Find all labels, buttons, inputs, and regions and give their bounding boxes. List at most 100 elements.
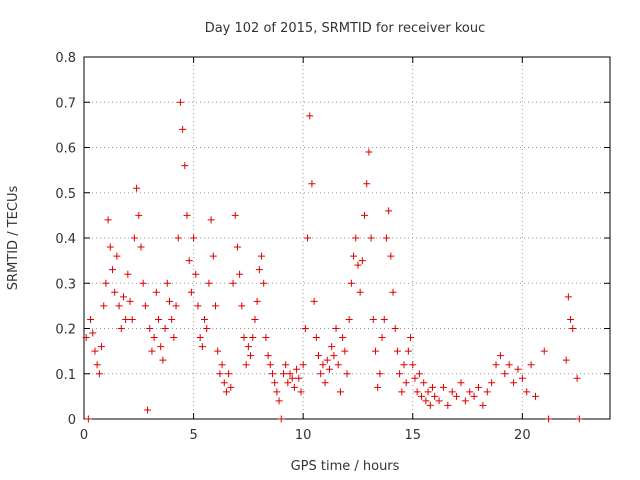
data-point	[562, 356, 570, 364]
data-point	[418, 392, 426, 400]
data-point	[345, 315, 353, 323]
data-point	[431, 392, 439, 400]
data-point	[95, 370, 103, 378]
y-axis-label: SRMTID / TECUs	[6, 186, 21, 291]
data-point	[407, 334, 415, 342]
data-point	[488, 379, 496, 387]
data-point	[288, 374, 296, 382]
data-point	[308, 180, 316, 188]
data-point	[385, 207, 393, 215]
data-point	[435, 397, 443, 405]
data-point	[227, 383, 235, 391]
x-tick-label: 0	[80, 428, 88, 443]
data-point	[161, 325, 169, 332]
data-point	[268, 370, 276, 378]
data-point	[258, 252, 266, 260]
data-point	[82, 334, 90, 342]
data-point	[356, 288, 364, 296]
data-point	[347, 279, 355, 287]
data-point	[262, 334, 270, 342]
x-tick-label: 5	[189, 428, 197, 443]
data-point	[479, 401, 487, 409]
data-point	[369, 315, 377, 323]
data-point	[179, 125, 187, 133]
data-point	[102, 279, 110, 287]
data-point	[209, 252, 217, 260]
data-point	[135, 211, 143, 219]
data-point	[247, 352, 255, 360]
data-point	[201, 315, 209, 323]
data-point	[393, 347, 401, 355]
data-point	[253, 297, 261, 305]
data-point	[148, 347, 156, 355]
data-point	[466, 388, 474, 396]
y-tick-label: 0.7	[55, 96, 76, 111]
data-point	[190, 234, 198, 242]
data-point	[411, 374, 419, 382]
data-point	[218, 361, 226, 369]
data-point	[255, 266, 263, 274]
data-point	[106, 243, 114, 251]
data-point	[266, 361, 274, 369]
data-point	[159, 356, 167, 364]
x-axis: 0 5 10 15 20	[80, 57, 531, 443]
data-point	[119, 293, 127, 301]
data-point	[415, 370, 423, 378]
data-point	[461, 397, 469, 405]
data-point	[225, 370, 233, 378]
y-tick-label: 0	[68, 413, 76, 428]
data-point	[409, 361, 417, 369]
data-point	[567, 315, 575, 323]
data-point	[527, 361, 535, 369]
data-point	[569, 325, 577, 332]
y-axis: 0 0.1 0.2 0.3 0.4 0.5 0.6 0.7 0.8	[55, 51, 610, 428]
data-point	[492, 361, 500, 369]
data-point	[306, 112, 314, 120]
data-point	[332, 325, 340, 332]
y-tick-label: 0.3	[55, 277, 76, 292]
x-tick-label: 20	[514, 428, 531, 443]
data-point	[233, 243, 241, 251]
data-point	[358, 257, 366, 265]
data-point	[174, 234, 182, 242]
data-point	[155, 315, 163, 323]
data-point	[126, 297, 134, 305]
data-point	[198, 343, 206, 351]
data-point	[194, 302, 202, 310]
data-point	[279, 370, 287, 378]
data-point	[242, 361, 250, 369]
data-point	[483, 388, 491, 396]
data-point	[144, 406, 152, 414]
data-point	[139, 279, 147, 287]
data-point	[108, 266, 116, 274]
data-point	[238, 302, 246, 310]
y-tick-label: 0.1	[55, 368, 76, 383]
data-point	[244, 343, 252, 351]
data-point	[84, 415, 92, 423]
x-tick-label: 15	[404, 428, 421, 443]
data-point	[264, 352, 272, 360]
data-point	[172, 302, 180, 310]
data-point	[236, 270, 244, 278]
data-point	[444, 401, 452, 409]
data-point	[165, 297, 173, 305]
data-point	[196, 334, 204, 342]
x-axis-label: GPS time / hours	[291, 459, 400, 474]
data-point	[321, 379, 329, 387]
data-point	[575, 415, 583, 423]
data-point	[222, 388, 230, 396]
data-point	[389, 288, 397, 296]
data-point	[185, 257, 193, 265]
data-point	[293, 365, 301, 373]
x-tick-label: 10	[295, 428, 312, 443]
y-tick-label: 0.2	[55, 323, 76, 338]
data-point	[428, 383, 436, 391]
data-point	[475, 383, 482, 391]
data-point	[310, 297, 318, 305]
data-point	[277, 415, 285, 423]
data-point	[137, 243, 145, 251]
data-point	[505, 361, 513, 369]
data-point	[426, 401, 434, 409]
data-point	[284, 379, 292, 387]
data-point	[91, 347, 99, 355]
